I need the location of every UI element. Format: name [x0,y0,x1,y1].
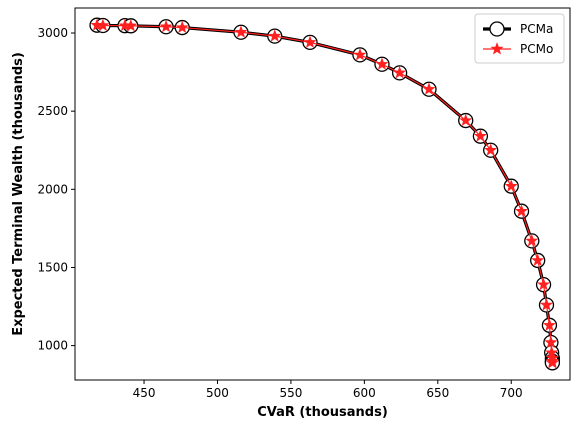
plot-frame [74,7,571,381]
y-tick-label: 1500 [37,260,68,274]
pcmo-point [504,179,518,192]
pcmo-point [375,57,389,70]
y-tick-label: 3000 [37,26,68,40]
pcmo-point [544,335,558,349]
pcmo-point [234,25,248,38]
x-tick-label: 600 [353,386,376,400]
pcmo-point [459,113,473,127]
pcmo-point [542,318,556,331]
pcmo-point [393,66,407,79]
pcmo-point [268,29,282,42]
legend-marker-pcma [489,21,505,37]
y-axis-label: Expected Terminal Wealth (thousands) [11,52,26,336]
pcmo-point [545,355,559,369]
x-axis-label: CVaR (thousands) [257,405,388,420]
x-tick-label: 550 [279,386,302,400]
pcmo-point [539,298,554,311]
pcmo-point [514,204,529,217]
pcmo-point [484,143,498,156]
pcmo-point [353,48,367,61]
pcmo-point [159,19,173,33]
pcmo-point [175,20,189,34]
pcmo-point [303,35,317,48]
y-tick-label: 1000 [37,339,68,353]
pcmo-point [537,277,551,291]
x-tick-label: 450 [133,386,156,400]
x-tick-label: 700 [500,386,523,400]
legend-label-pcmo: PCMo [520,42,553,56]
y-tick-label: 2500 [37,104,68,118]
pcmo-point [525,234,539,247]
legend: PCMa PCMo [474,13,565,64]
pcmo-point [96,18,110,32]
series-line-pcmo [96,24,553,363]
x-tick-label: 650 [426,386,449,400]
series-line-pcma [96,23,554,363]
y-tick-label: 2000 [37,182,68,196]
x-tick-label: 500 [206,386,229,400]
legend-label-pcma: PCMa [520,22,553,36]
legend-marker-pcmo [490,42,504,55]
pcmo-point [473,129,487,142]
pcmo-point [422,82,436,95]
pcmo-point [124,18,138,32]
pcmo-point [531,253,545,266]
